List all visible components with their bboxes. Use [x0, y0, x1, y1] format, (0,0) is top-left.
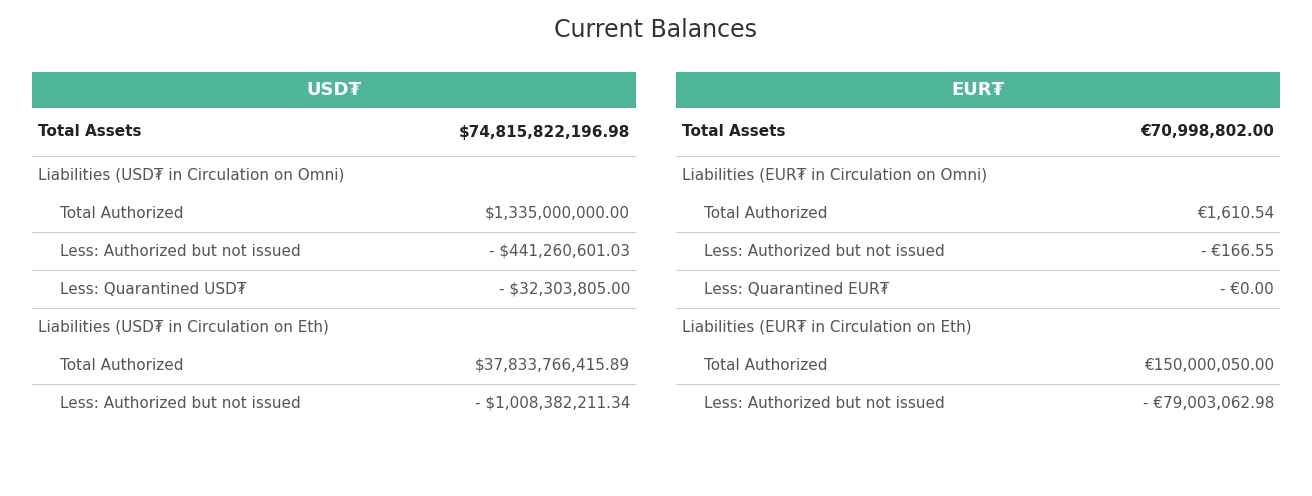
Text: Less: Authorized but not issued: Less: Authorized but not issued [60, 244, 300, 258]
Text: Liabilities (USD₮ in Circulation on Eth): Liabilities (USD₮ in Circulation on Eth) [38, 319, 329, 334]
Text: Liabilities (EUR₮ in Circulation on Omni): Liabilities (EUR₮ in Circulation on Omni… [682, 168, 987, 183]
Text: - $32,303,805.00: - $32,303,805.00 [499, 282, 630, 297]
Text: Current Balances: Current Balances [555, 18, 757, 42]
Text: - €0.00: - €0.00 [1220, 282, 1274, 297]
Text: Liabilities (EUR₮ in Circulation on Eth): Liabilities (EUR₮ in Circulation on Eth) [682, 319, 972, 334]
Bar [676, 72, 1281, 108]
Text: €150,000,050.00: €150,000,050.00 [1144, 358, 1274, 372]
Text: Less: Authorized but not issued: Less: Authorized but not issued [705, 244, 945, 258]
Text: Total Authorized: Total Authorized [60, 205, 184, 221]
Text: Total Assets: Total Assets [38, 124, 142, 139]
Text: Less: Quarantined USD₮: Less: Quarantined USD₮ [60, 282, 247, 297]
Text: Less: Authorized but not issued: Less: Authorized but not issued [705, 395, 945, 411]
Text: $1,335,000,000.00: $1,335,000,000.00 [485, 205, 630, 221]
Text: - $1,008,382,211.34: - $1,008,382,211.34 [475, 395, 630, 411]
Text: Total Authorized: Total Authorized [705, 205, 828, 221]
Text: Total Authorized: Total Authorized [60, 358, 184, 372]
Text: €70,998,802.00: €70,998,802.00 [1140, 124, 1274, 139]
Text: $74,815,822,196.98: $74,815,822,196.98 [459, 124, 630, 139]
Text: EUR₮: EUR₮ [951, 81, 1005, 99]
Text: Total Authorized: Total Authorized [705, 358, 828, 372]
Text: Liabilities (USD₮ in Circulation on Omni): Liabilities (USD₮ in Circulation on Omni… [38, 168, 344, 183]
Text: - €166.55: - €166.55 [1200, 244, 1274, 258]
Bar [31, 72, 636, 108]
Text: $37,833,766,415.89: $37,833,766,415.89 [475, 358, 630, 372]
Text: Less: Authorized but not issued: Less: Authorized but not issued [60, 395, 300, 411]
Text: - €79,003,062.98: - €79,003,062.98 [1143, 395, 1274, 411]
Text: USD₮: USD₮ [307, 81, 362, 99]
Text: Total Assets: Total Assets [682, 124, 786, 139]
Text: Less: Quarantined EUR₮: Less: Quarantined EUR₮ [705, 282, 890, 297]
Text: - $441,260,601.03: - $441,260,601.03 [489, 244, 630, 258]
Text: €1,610.54: €1,610.54 [1197, 205, 1274, 221]
